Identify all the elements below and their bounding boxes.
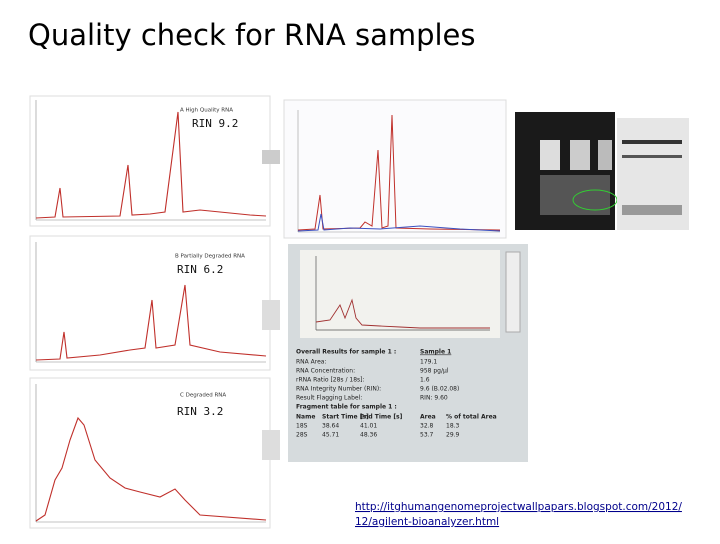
graph-frame — [283, 99, 507, 239]
band — [570, 140, 590, 170]
band — [540, 140, 560, 170]
panel-frame — [29, 235, 271, 371]
fragment-cell: 48.36 — [360, 432, 377, 439]
trace — [35, 416, 267, 522]
panel-label: C Degraded RNA — [180, 393, 226, 399]
result-key: rRNA Ratio [28s / 18s]: — [296, 377, 365, 384]
column-header: End Time [s] — [360, 414, 403, 421]
fragment-heading: Fragment table for sample 1 : — [296, 404, 397, 411]
result-key: RNA Area: — [296, 359, 327, 366]
panel-a: A High Quality RNA RIN 9.2 — [29, 95, 271, 227]
band — [622, 205, 682, 215]
result-value: 179.1 — [420, 359, 437, 366]
trace — [297, 114, 501, 231]
column-header: Area — [420, 414, 436, 421]
fragment-cell: 28S — [296, 432, 308, 439]
result-value: 958 pg/µl — [420, 368, 449, 375]
results-photo: Overall Results for sample 1 : Sample 1 … — [288, 244, 528, 462]
results-heading: Overall Results for sample 1 : — [296, 349, 396, 356]
trace — [315, 298, 490, 329]
link[interactable]: 12/agilent-bioanalyzer.html — [355, 516, 499, 528]
trace — [35, 111, 267, 219]
result-value: 9.6 (B.02.08) — [420, 386, 459, 393]
gel-image — [515, 112, 689, 230]
panel-label: B Partially Degraded RNA — [175, 254, 245, 260]
panel-label: A High Quality RNA — [180, 108, 233, 114]
column-header: Start Time [s] — [322, 414, 369, 421]
rin-label: RIN 6.2 — [177, 263, 223, 276]
panel-frame — [29, 95, 271, 227]
gel-strip — [262, 300, 280, 330]
fragment-cell: 32.8 — [420, 423, 434, 430]
band — [598, 140, 612, 170]
results-rows: RNA Area: 179.1 RNA Concentration: 958 pg/µ… — [296, 359, 497, 439]
fragment-cell: 18S — [296, 423, 308, 430]
middle-graph — [283, 99, 507, 239]
band — [622, 140, 682, 144]
result-key: Result Flagging Label: — [296, 395, 362, 402]
fragment-cell: 18.3 — [446, 423, 460, 430]
sample-name: Sample 1 — [420, 349, 451, 356]
result-value: RIN: 9.60 — [420, 395, 448, 402]
band — [622, 155, 682, 158]
fragment-cell: 29.9 — [446, 432, 460, 439]
trace — [35, 284, 267, 361]
fragment-cell: 53.7 — [420, 432, 434, 439]
rin-label: RIN 3.2 — [177, 405, 223, 418]
smear — [540, 175, 610, 215]
panel-c: C Degraded RNA RIN 3.2 — [29, 377, 271, 529]
gel-lane — [505, 251, 521, 333]
rin-label: RIN 9.2 — [192, 117, 238, 130]
link[interactable]: http://itghumangenomeprojectwallpapars.b… — [355, 501, 682, 513]
result-key: RNA Integrity Number (RIN): — [296, 386, 381, 393]
title: Quality check for RNA samples — [28, 18, 476, 52]
fragment-cell: 45.71 — [322, 432, 339, 439]
column-header: % of total Area — [446, 414, 497, 421]
column-header: Name — [296, 414, 315, 421]
gel-strip — [262, 150, 280, 164]
gel-strip — [262, 430, 280, 460]
plot-area — [300, 250, 500, 338]
trace — [297, 213, 501, 232]
panel-b: B Partially Degraded RNA RIN 6.2 — [29, 235, 271, 371]
fragment-cell: 41.01 — [360, 423, 377, 430]
result-value: 1.6 — [420, 377, 430, 384]
fragment-cell: 38.64 — [322, 423, 339, 430]
result-key: RNA Concentration: — [296, 368, 355, 375]
